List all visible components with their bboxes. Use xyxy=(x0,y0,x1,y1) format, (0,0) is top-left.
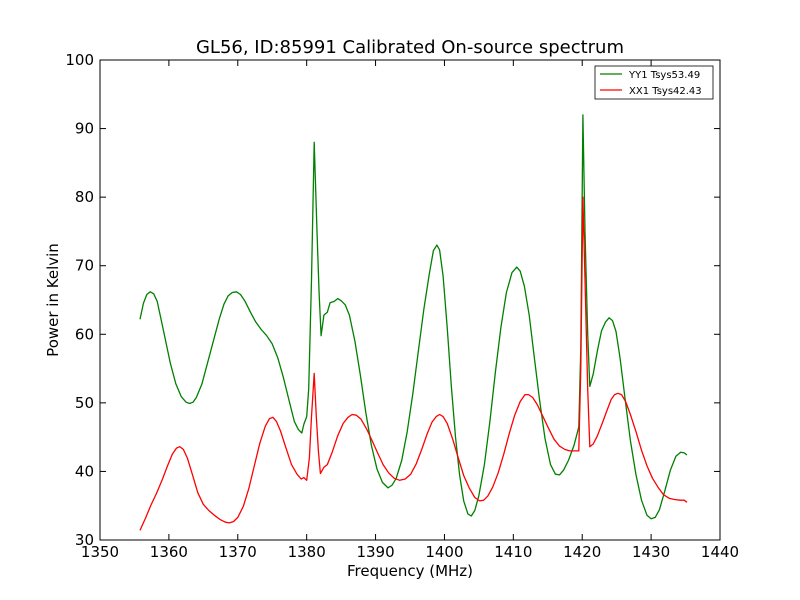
x-tick-label: 1410 xyxy=(494,543,532,561)
y-tick-label: 70 xyxy=(75,257,94,275)
legend-label-xx1: XX1 Tsys42.43 xyxy=(629,86,702,97)
x-axis-label: Frequency (MHz) xyxy=(347,562,473,580)
x-tick-label: 1370 xyxy=(219,543,257,561)
y-tick-label: 30 xyxy=(75,531,94,549)
x-tick-label: 1440 xyxy=(701,543,739,561)
legend-label-yy1: YY1 Tsys53.49 xyxy=(628,70,700,81)
x-tick-label: 1400 xyxy=(425,543,463,561)
x-tick-label: 1380 xyxy=(288,543,326,561)
series-layer xyxy=(139,114,688,531)
legend: YY1 Tsys53.49 XX1 Tsys42.43 xyxy=(594,65,714,100)
y-tick-label: 100 xyxy=(65,51,94,69)
y-tick-label: 50 xyxy=(75,394,94,412)
y-tick-label: 90 xyxy=(75,120,94,138)
x-tick-label: 1420 xyxy=(563,543,601,561)
series-line-0 xyxy=(139,114,688,520)
y-tick-label: 40 xyxy=(75,462,94,480)
y-tick-label: 80 xyxy=(75,188,94,206)
ticks-layer: 1350 1360 1370 1380 1390 1400 1410 1420 1430 1440… xyxy=(65,51,739,561)
y-axis-label: Power in Kelvin xyxy=(44,243,62,357)
x-tick-label: 1430 xyxy=(632,543,670,561)
x-tick-label: 1390 xyxy=(356,543,394,561)
x-tick-label: 1350 xyxy=(81,543,119,561)
plot-area-frame xyxy=(99,59,721,541)
series-line-1 xyxy=(139,196,688,531)
chart-title: GL56, ID:85991 Calibrated On-source spec… xyxy=(196,37,624,58)
legend-box xyxy=(594,65,714,100)
y-tick-label: 60 xyxy=(75,325,94,343)
x-tick-label: 1360 xyxy=(150,543,188,561)
